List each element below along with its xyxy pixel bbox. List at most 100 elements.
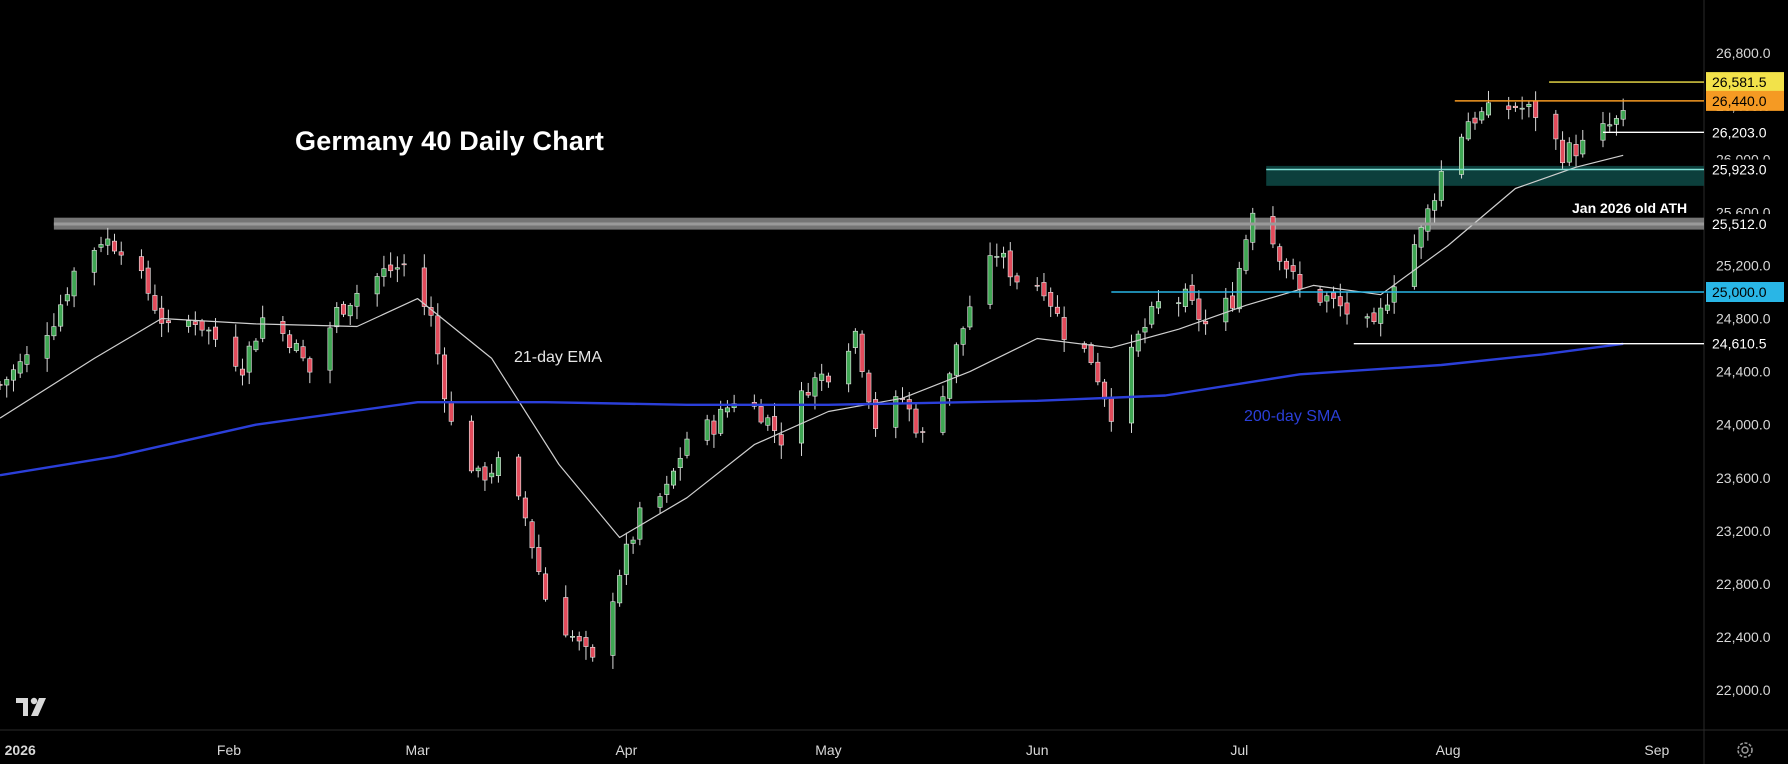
y-tick-label: 22,800.0: [1716, 576, 1771, 592]
candle: [111, 240, 117, 252]
candle: [17, 361, 23, 374]
candle: [704, 419, 710, 441]
candle: [873, 399, 879, 430]
candle: [1378, 307, 1384, 324]
candle: [1344, 302, 1350, 315]
candle: [1479, 111, 1485, 121]
candle: [10, 369, 16, 381]
candle: [1620, 110, 1626, 120]
candle: [192, 321, 198, 325]
candle: [159, 307, 165, 324]
candle: [239, 368, 245, 376]
candle: [138, 256, 144, 272]
candle: [1465, 121, 1471, 140]
candle: [617, 575, 623, 604]
candle: [118, 251, 124, 256]
candle: [1048, 292, 1054, 307]
candle: [64, 294, 70, 302]
candle: [354, 292, 360, 307]
candle: [421, 267, 427, 307]
level-label: 25,000.0: [1712, 284, 1767, 300]
candle: [825, 375, 831, 383]
candle: [947, 373, 953, 399]
candle: [0, 384, 3, 386]
candle: [58, 304, 64, 327]
candle: [340, 303, 346, 315]
y-tick-label: 23,200.0: [1716, 523, 1771, 539]
candle: [1095, 361, 1101, 383]
candle: [300, 346, 306, 359]
sma-annotation: 200-day SMA: [1244, 408, 1341, 425]
candle: [724, 407, 730, 413]
candle: [1459, 136, 1465, 175]
candle: [920, 431, 926, 433]
candle: [684, 438, 690, 456]
candle: [798, 390, 804, 444]
candle: [1277, 246, 1283, 262]
level-label-bg: [1706, 282, 1784, 302]
candle: [563, 597, 569, 636]
candle: [1613, 118, 1619, 125]
y-tick-label: 24,400.0: [1716, 364, 1771, 380]
candle: [1425, 208, 1431, 232]
candle: [1155, 301, 1161, 309]
candle: [1573, 144, 1579, 157]
candle: [1108, 398, 1114, 422]
candle: [448, 401, 454, 422]
candle: [772, 416, 778, 431]
candle: [206, 329, 212, 332]
gear-icon[interactable]: [1735, 740, 1755, 760]
x-tick-label: Jul: [1230, 742, 1248, 758]
candle: [1041, 282, 1047, 297]
x-tick-label: Mar: [406, 742, 430, 758]
candle: [1250, 212, 1256, 243]
level-label-bg: [1706, 72, 1784, 93]
candle: [765, 417, 771, 426]
candle: [44, 335, 50, 359]
candle: [287, 334, 293, 349]
x-tick-label: Sep: [1644, 742, 1669, 758]
candle: [1337, 296, 1343, 307]
level-label-bg: [1706, 333, 1784, 354]
level-label: 26,440.0: [1712, 93, 1767, 109]
candle: [610, 601, 616, 656]
x-tick-label: May: [815, 742, 841, 758]
candle: [307, 358, 313, 373]
candle: [233, 336, 239, 367]
candle: [1553, 113, 1559, 140]
candle: [442, 354, 448, 400]
candle: [1472, 117, 1478, 124]
candle: [1102, 381, 1108, 400]
candle: [987, 255, 993, 305]
candle: [1054, 306, 1060, 314]
candle: [852, 330, 858, 348]
candle: [1324, 295, 1330, 302]
candle: [576, 636, 582, 642]
candle: [1034, 284, 1040, 287]
candle: [805, 391, 811, 396]
candle: [1001, 252, 1007, 258]
tradingview-logo-icon[interactable]: [14, 694, 52, 718]
support-zone: [1266, 165, 1704, 186]
candle: [1196, 298, 1202, 320]
candle: [967, 306, 973, 328]
x-tick-label: Apr: [615, 742, 637, 758]
candle: [1411, 244, 1417, 287]
candle: [516, 456, 522, 497]
candle: [630, 539, 636, 544]
candle: [677, 457, 683, 468]
y-tick-label: 22,400.0: [1716, 629, 1771, 645]
candle: [536, 547, 542, 572]
candle: [1297, 274, 1303, 290]
candle: [475, 467, 481, 472]
y-tick-label: 25,200.0: [1716, 257, 1771, 273]
sma-200-line: [0, 342, 1624, 477]
candle: [1519, 107, 1525, 110]
candle: [1061, 317, 1067, 340]
candle: [758, 406, 764, 423]
candle: [199, 320, 205, 331]
candle: [1270, 216, 1276, 245]
candle: [1243, 239, 1249, 271]
candle: [4, 379, 10, 386]
